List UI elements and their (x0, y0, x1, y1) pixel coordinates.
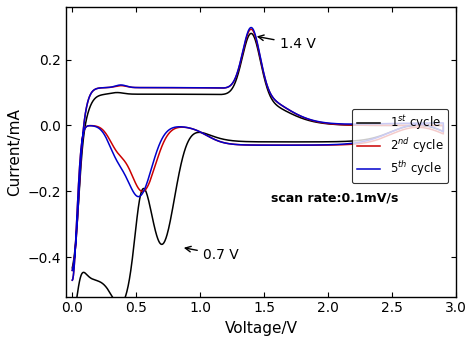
5$^{th}$ cycle (92, 124, 98, 128)
1$^{st}$ cycle (69, 304, 75, 308)
Line: 5$^{th}$ cycle: 5$^{th}$ cycle (72, 27, 443, 280)
1$^{st}$ cycle (272, 140, 278, 144)
Text: 1.4 V: 1.4 V (258, 35, 315, 51)
Text: 0.7 V: 0.7 V (185, 246, 238, 262)
5$^{th}$ cycle (129, 187, 135, 191)
2$^{nd}$ cycle (272, 143, 278, 147)
5$^{th}$ cycle (387, 121, 393, 126)
Legend: 1$^{st}$ cycle, 2$^{nd}$ cycle, 5$^{th}$ cycle: 1$^{st}$ cycle, 2$^{nd}$ cycle, 5$^{th}$… (352, 109, 448, 183)
1$^{st}$ cycle (71, 309, 77, 313)
Line: 2$^{nd}$ cycle: 2$^{nd}$ cycle (72, 29, 443, 280)
5$^{th}$ cycle (248, 25, 254, 29)
1$^{st}$ cycle (129, 261, 135, 265)
1$^{st}$ cycle (248, 31, 254, 35)
2$^{nd}$ cycle (129, 173, 135, 177)
2$^{nd}$ cycle (248, 27, 254, 31)
5$^{th}$ cycle (422, 121, 428, 125)
2$^{nd}$ cycle (69, 278, 75, 282)
5$^{th}$ cycle (272, 143, 278, 147)
Text: scan rate:0.1mV/s: scan rate:0.1mV/s (271, 191, 398, 204)
2$^{nd}$ cycle (382, 123, 387, 128)
5$^{th}$ cycle (382, 121, 387, 126)
X-axis label: Voltage/V: Voltage/V (225, 321, 298, 336)
5$^{th}$ cycle (69, 268, 75, 272)
1$^{st}$ cycle (387, 123, 393, 128)
2$^{nd}$ cycle (422, 123, 428, 128)
1$^{st}$ cycle (422, 123, 428, 128)
2$^{nd}$ cycle (69, 268, 75, 272)
1$^{st}$ cycle (382, 123, 387, 128)
1$^{st}$ cycle (69, 266, 75, 270)
5$^{th}$ cycle (69, 278, 75, 282)
2$^{nd}$ cycle (92, 124, 98, 128)
1$^{st}$ cycle (92, 278, 98, 282)
2$^{nd}$ cycle (387, 123, 393, 128)
Y-axis label: Current/mA: Current/mA (7, 108, 22, 196)
Line: 1$^{st}$ cycle: 1$^{st}$ cycle (72, 33, 443, 311)
